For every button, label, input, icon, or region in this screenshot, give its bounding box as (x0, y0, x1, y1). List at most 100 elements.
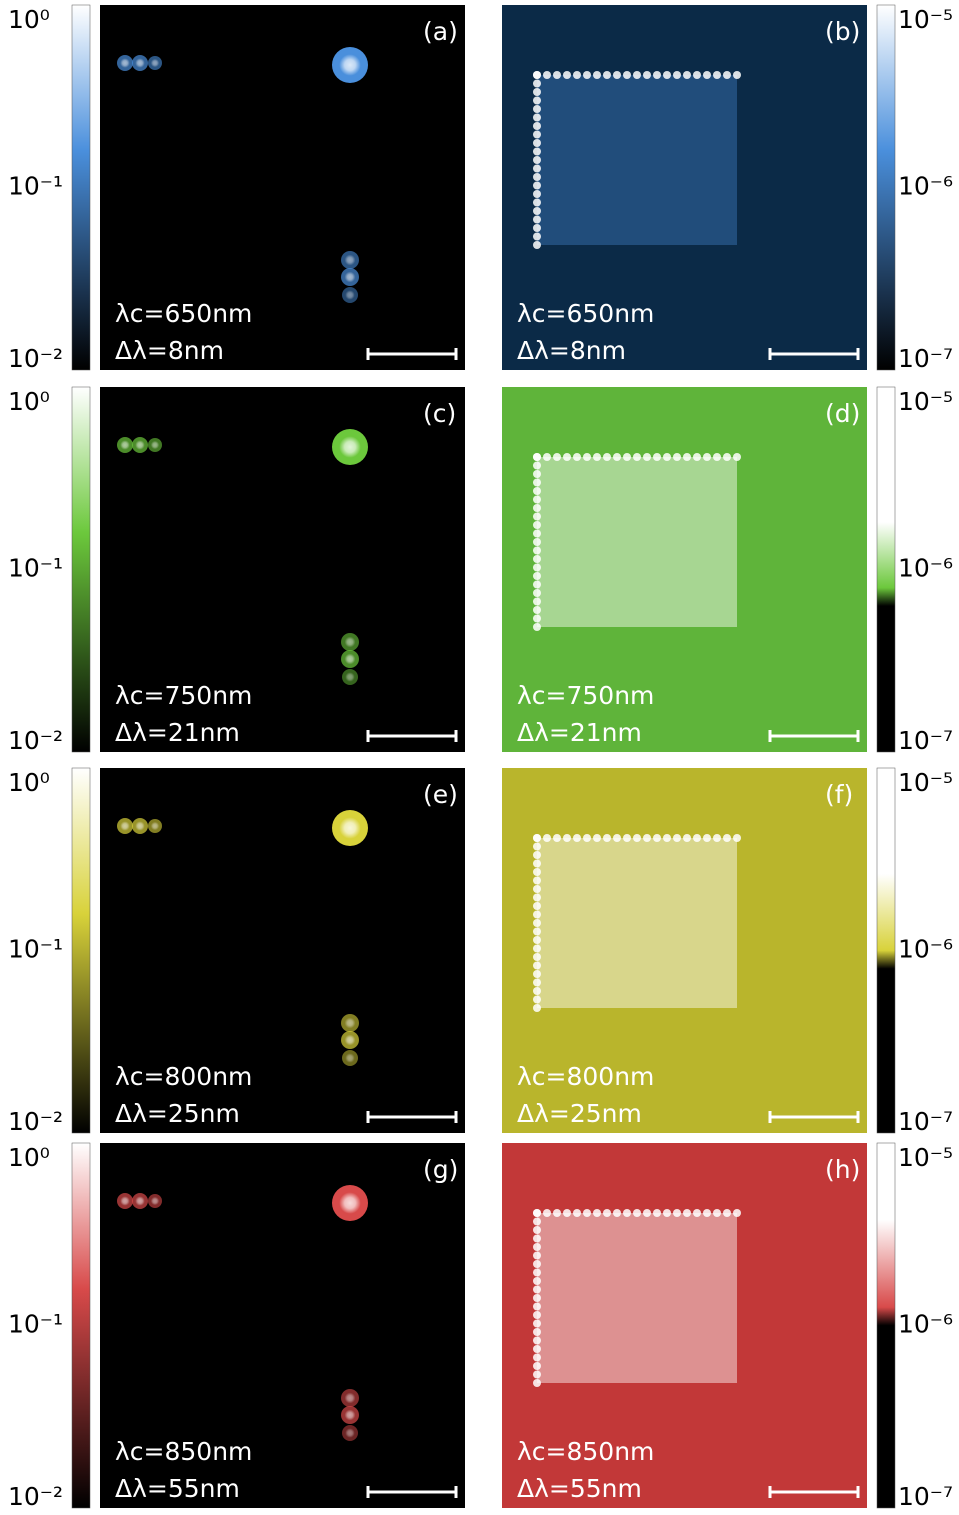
edge-spot (673, 1209, 681, 1217)
edge-spot (653, 834, 661, 842)
edge-spot (533, 834, 541, 842)
spot-core (345, 672, 355, 682)
colorbar-tick-label: 10⁻¹ (8, 554, 63, 583)
edge-spot (533, 563, 541, 572)
colorbar-tick-label: 10⁰ (8, 387, 50, 416)
edge-spot (713, 1209, 721, 1217)
edge-spot (713, 834, 721, 842)
pattern-square (537, 838, 737, 1008)
edge-spot (533, 1209, 541, 1217)
edge-spot (613, 1209, 621, 1217)
edge-spot (533, 173, 541, 181)
panel-label: (g) (423, 1155, 458, 1184)
image-panel: (g) λc=850nm Δλ=55nm (100, 1143, 465, 1508)
bandwidth: Δλ=8nm (517, 336, 626, 365)
edge-spot (623, 71, 631, 79)
edge-spot (533, 953, 541, 961)
edge-spot (633, 1209, 641, 1217)
spot-core (339, 54, 361, 76)
edge-spot (613, 71, 621, 79)
panel-label: (h) (825, 1155, 860, 1184)
edge-spot (533, 623, 541, 631)
edge-spot (613, 834, 621, 842)
edge-spot (533, 919, 541, 927)
edge-spot (573, 453, 581, 461)
colorbar-tick-label: 10⁻¹ (8, 935, 63, 964)
edge-spot (533, 1302, 541, 1311)
spot-core (135, 1196, 145, 1206)
edge-spot (533, 529, 541, 538)
edge-spot (543, 453, 551, 461)
image-background (502, 387, 867, 752)
spot-core (345, 1428, 355, 1438)
edge-spot (553, 1209, 561, 1217)
edge-spot (693, 71, 701, 79)
edge-spot (643, 834, 651, 842)
edge-spot (693, 834, 701, 842)
edge-spot (653, 71, 661, 79)
image-panel: (d) λc=750nm Δλ=21nm (502, 387, 867, 752)
spot-core (345, 1053, 355, 1063)
edge-spot (533, 461, 541, 470)
panel-label: (d) (825, 399, 860, 428)
edge-spot (593, 1209, 601, 1217)
edge-spot (723, 453, 731, 461)
bandwidth: Δλ=21nm (115, 718, 240, 747)
colorbar-tick-label: 10⁻⁵ (898, 387, 953, 416)
edge-spot (533, 961, 541, 970)
center-wavelength: λc=800nm (517, 1062, 654, 1091)
edge-spot (533, 1243, 541, 1251)
pattern-square (537, 75, 737, 245)
edge-spot (533, 995, 541, 1004)
panel-label: (b) (825, 17, 860, 46)
edge-spot (533, 215, 541, 224)
bandwidth: Δλ=21nm (517, 718, 642, 747)
edge-spot (533, 868, 541, 876)
edge-spot (533, 232, 541, 241)
edge-spot (563, 453, 571, 461)
edge-spot (633, 834, 641, 842)
colorbar (71, 1142, 91, 1509)
edge-spot (533, 1362, 541, 1370)
center-wavelength: λc=800nm (115, 1062, 252, 1091)
colorbar (71, 386, 91, 753)
edge-spot (533, 1294, 541, 1302)
edge-spot (713, 453, 721, 461)
colorbar (876, 4, 896, 371)
edge-spot (583, 1209, 591, 1217)
edge-spot (733, 71, 741, 79)
center-wavelength: λc=650nm (517, 299, 654, 328)
bandwidth: Δλ=8nm (115, 336, 224, 365)
edge-spot (653, 1209, 661, 1217)
edge-spot (723, 834, 731, 842)
colorbar-tick-label: 10⁻² (8, 726, 63, 755)
edge-spot (643, 1209, 651, 1217)
colorbar-tick-label: 10⁻⁵ (898, 768, 953, 797)
edge-spot (533, 495, 541, 504)
colorbar-tick-label: 10⁻⁶ (898, 1310, 953, 1339)
image-panel: (e) λc=800nm Δλ=25nm (100, 768, 465, 1133)
edge-spot (533, 842, 541, 851)
edge-spot (643, 71, 651, 79)
edge-spot (533, 1285, 541, 1294)
colorbar-tick-label: 10⁻² (8, 344, 63, 373)
edge-spot (533, 130, 541, 139)
spot-core (344, 271, 356, 283)
colorbar (876, 1142, 896, 1509)
edge-spot (533, 885, 541, 893)
edge-spot (693, 453, 701, 461)
edge-spot (543, 71, 551, 79)
edge-spot (603, 453, 611, 461)
edge-spot (533, 96, 541, 105)
edge-spot (683, 71, 691, 79)
panel-label: (f) (825, 780, 853, 809)
edge-spot (533, 470, 541, 478)
edge-spot (533, 71, 541, 79)
edge-spot (533, 538, 541, 546)
edge-spot (533, 927, 541, 936)
colorbar-tick-label: 10⁰ (8, 768, 50, 797)
center-wavelength: λc=750nm (517, 681, 654, 710)
edge-spot (533, 241, 541, 249)
edge-spot (593, 834, 601, 842)
colorbar-tick-label: 10⁻¹ (8, 172, 63, 201)
